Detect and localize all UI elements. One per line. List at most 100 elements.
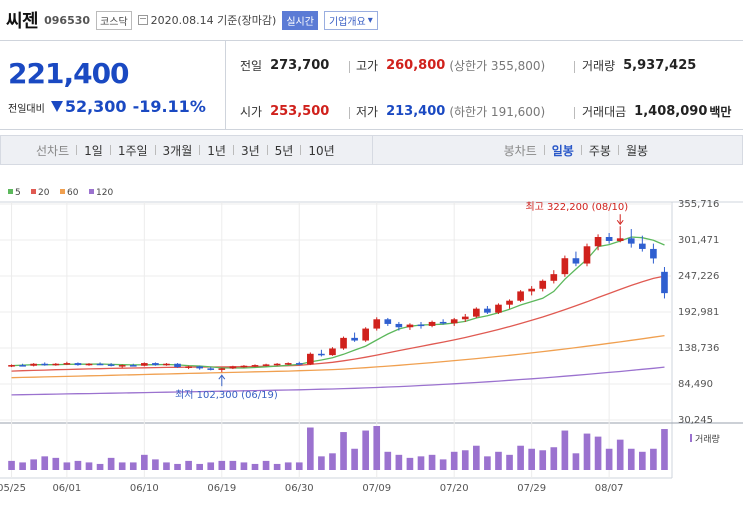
divider — [300, 145, 302, 155]
min-price-note: 최저 102,300 (06/19) — [175, 389, 278, 401]
period-10y[interactable]: 10년 — [308, 143, 335, 158]
volume-bar — [85, 462, 93, 470]
candle-monthly[interactable]: 월봉 — [625, 143, 649, 158]
divider — [154, 145, 156, 155]
candle-body — [207, 368, 215, 370]
open-label: 시가 — [240, 105, 263, 119]
candle-body — [229, 366, 237, 369]
candle-body — [428, 321, 436, 326]
company-overview-label: 기업개요 — [328, 16, 366, 28]
candle-body — [627, 238, 635, 244]
candle-weekly[interactable]: 주봉 — [588, 143, 611, 158]
volume-bar — [406, 457, 414, 470]
volume-bar — [627, 448, 635, 470]
volume-bar — [351, 448, 358, 470]
legend-label-20: 20 — [38, 188, 50, 198]
open-value: 253,500 — [270, 104, 330, 119]
candle-body — [30, 363, 37, 366]
high-label: 고가 — [356, 59, 379, 73]
volume-bar — [129, 462, 137, 470]
down-triangle-icon — [50, 101, 63, 112]
volume: 거래량 5,937,425 — [582, 57, 696, 74]
candles — [8, 226, 668, 373]
line-chart-label[interactable]: 선차트 — [36, 143, 70, 158]
current-price: 221,400 — [8, 57, 130, 90]
divider — [232, 145, 234, 155]
realtime-button[interactable]: 실시간 — [282, 10, 318, 30]
candle-body — [450, 319, 458, 324]
candle-body — [284, 363, 292, 365]
chart-grid — [0, 201, 743, 479]
stock-title-bar: 씨젠 096530 코스닥 2020.08.14 기준(장마감) 실시간 기업개… — [6, 6, 378, 34]
company-overview-dropdown[interactable]: 기업개요 ▾ — [323, 10, 378, 30]
volume-bar — [639, 451, 646, 470]
volume-bar — [229, 460, 237, 470]
trade-amount-value: 1,408,090 — [634, 104, 708, 119]
volume-legend-label: 거래량 — [695, 433, 720, 445]
volume-bar — [528, 448, 535, 470]
x-tick-label: 06/01 — [52, 483, 81, 494]
legend-swatch-60 — [60, 189, 65, 194]
candle-body — [439, 321, 447, 324]
volume-bar — [550, 447, 558, 470]
volume-bar — [362, 430, 369, 470]
candle-body — [52, 363, 60, 366]
candle-body — [572, 258, 580, 264]
period-1w[interactable]: 1주일 — [117, 143, 148, 158]
y-tick-label: 84,490 — [678, 379, 713, 390]
period-5y[interactable]: 5년 — [274, 143, 294, 158]
candle-body — [362, 328, 369, 341]
x-tick-label: 08/07 — [595, 483, 624, 494]
period-3y[interactable]: 3년 — [240, 143, 260, 158]
volume-bar — [207, 462, 215, 470]
volume-bar — [450, 451, 458, 470]
chart-legend: 5 20 60 120 — [8, 188, 113, 198]
volume-bar — [495, 451, 502, 470]
candle-body — [118, 365, 126, 367]
candle-body — [141, 363, 148, 366]
min-price-arrowhead — [218, 374, 226, 380]
candle-body — [19, 365, 26, 367]
volume-bar — [417, 456, 425, 470]
volume-bar — [141, 454, 148, 470]
volume-bar — [428, 454, 436, 470]
divider — [543, 145, 545, 155]
trade-amount-unit: 백만 — [709, 105, 732, 119]
candle-chart-label[interactable]: 봉차트 — [503, 143, 537, 158]
volume-bar — [96, 463, 104, 470]
volume-bar — [605, 448, 613, 470]
volume-value: 5,937,425 — [623, 58, 697, 73]
candle-body — [273, 363, 281, 366]
volume-bar — [30, 459, 37, 470]
y-tick-label: 138,736 — [678, 343, 719, 354]
prev-close-value: 273,700 — [270, 58, 330, 73]
candle-body — [163, 363, 170, 366]
period-3m[interactable]: 3개월 — [162, 143, 193, 158]
volume-bar — [107, 457, 115, 470]
volume-bar — [506, 454, 513, 470]
change-amount: 52,300 — [50, 97, 127, 116]
candle-daily[interactable]: 일봉 — [551, 143, 574, 158]
divider — [199, 145, 201, 155]
volume-bar — [63, 462, 71, 470]
candle-body — [583, 246, 591, 264]
volume-bar — [661, 429, 668, 470]
low-price: 저가 213,400 (하한가 191,600) — [356, 103, 545, 120]
period-1y[interactable]: 1년 — [207, 143, 226, 158]
high-price: 고가 260,800 (상한가 355,800) — [356, 57, 545, 74]
volume-bar — [295, 462, 303, 470]
candle-body — [152, 363, 159, 366]
divider — [109, 145, 111, 155]
x-tick-label: 07/29 — [517, 483, 546, 494]
ma-line-60 — [11, 334, 665, 379]
divider — [76, 145, 78, 155]
volume-bar — [395, 454, 403, 470]
volume-bar — [185, 460, 192, 470]
toolbar-separator — [372, 136, 373, 164]
change-row: 전일대비 52,300 -19.11% — [8, 97, 206, 116]
period-1d[interactable]: 1일 — [84, 143, 103, 158]
divider — [349, 61, 350, 73]
volume-bar — [318, 456, 325, 470]
candle-body — [318, 353, 325, 356]
x-tick-label: 07/09 — [362, 483, 391, 494]
